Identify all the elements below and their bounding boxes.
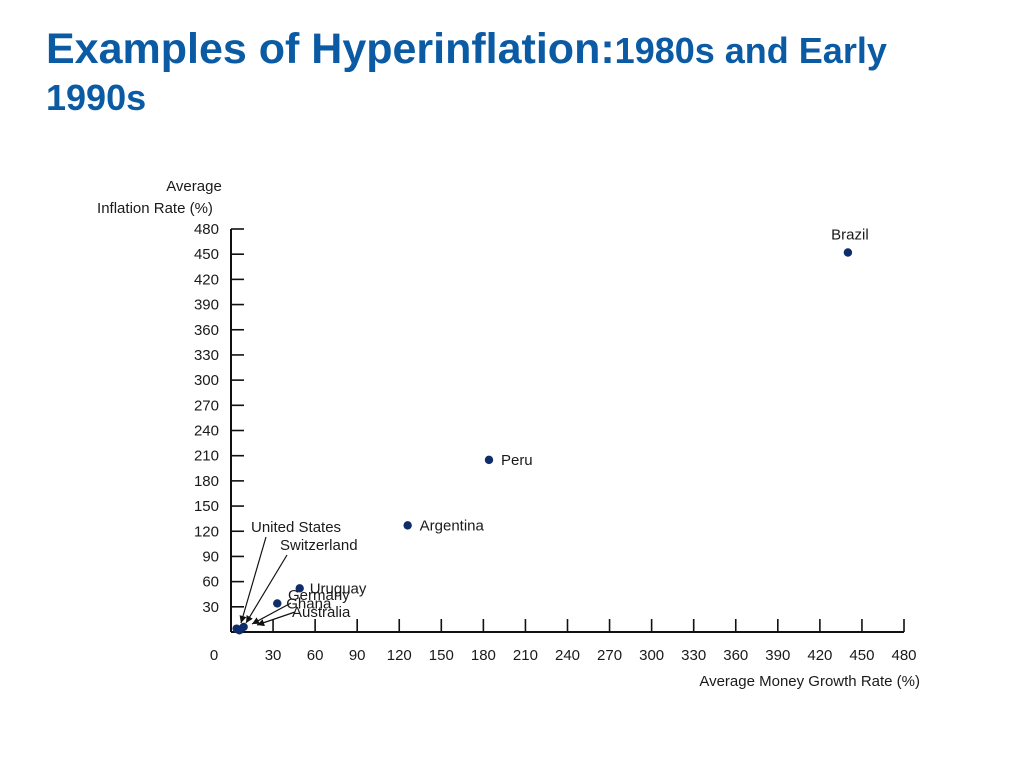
- y-tick-label: 450: [194, 246, 219, 263]
- tick-marks: [231, 228, 905, 632]
- y-tick-label: 210: [194, 448, 219, 465]
- data-point: [403, 521, 412, 530]
- data-point: [484, 455, 494, 465]
- data-point: [273, 599, 282, 608]
- x-tick-label: 30: [265, 647, 282, 664]
- point-label: Switzerland: [280, 537, 358, 554]
- x-axis-label: Average Money Growth Rate (%): [699, 673, 920, 690]
- x-tick-label: 240: [555, 647, 580, 664]
- x-tick-label: 450: [849, 647, 874, 664]
- y-tick-label: 180: [194, 473, 219, 490]
- point-label: Uruguay: [310, 580, 367, 597]
- leader-line: [239, 536, 267, 624]
- y-tick-label: 90: [202, 548, 219, 565]
- x-tick-label: 210: [513, 647, 538, 664]
- y-tick-label: 420: [194, 271, 219, 288]
- y-tick-label: 480: [194, 221, 219, 238]
- y-axis-label-line1: Average: [166, 178, 222, 195]
- x-tick-label: 360: [723, 647, 748, 664]
- y-tick-label: 330: [194, 347, 219, 364]
- y-tick-label: 150: [194, 498, 219, 515]
- axes: [230, 229, 904, 633]
- slide-title-sub: 1980s and Early 1990s: [46, 30, 887, 118]
- slide-title: Examples of Hyperinflation:1980s and Ear…: [46, 24, 966, 119]
- y-tick-label: 120: [194, 523, 219, 540]
- data-point: [843, 248, 853, 257]
- x-tick-label: 480: [891, 647, 916, 664]
- point-label: Ghana: [286, 595, 332, 612]
- x-tick-label: 330: [681, 647, 706, 664]
- x-tick-label: 120: [387, 647, 412, 664]
- point-label: Australia: [292, 604, 351, 621]
- y-tick-label: 360: [194, 322, 219, 339]
- x-tick-label: 60: [307, 647, 324, 664]
- y-tick-label: 60: [202, 574, 219, 591]
- point-label: United States: [251, 519, 341, 536]
- data-point: [295, 584, 304, 593]
- x-tick-label: 420: [807, 647, 832, 664]
- data-point: [239, 622, 248, 632]
- x-tick-label: 180: [471, 647, 496, 664]
- x-tick-label: 300: [639, 647, 664, 664]
- y-tick-label: 300: [194, 372, 219, 389]
- x-tick-label: 90: [349, 647, 366, 664]
- leader-line: [251, 602, 292, 625]
- y-tick-label: 270: [194, 397, 219, 414]
- y-tick-label: 30: [202, 599, 219, 616]
- tick-labels: 3060901201501802102402703003303603904204…: [194, 221, 917, 664]
- leader-line: [256, 611, 296, 627]
- point-label: Germany: [288, 587, 350, 604]
- y-tick-label: 240: [194, 423, 219, 440]
- origin-label: 0: [210, 647, 218, 664]
- x-tick-label: 390: [765, 647, 790, 664]
- slide-title-main: Examples of Hyperinflation:: [46, 25, 615, 73]
- point-label: Brazil: [831, 227, 869, 244]
- point-label: Peru: [501, 452, 533, 469]
- leader-line: [245, 554, 288, 624]
- point-label: Argentina: [420, 517, 485, 534]
- y-tick-label: 390: [194, 297, 219, 314]
- y-axis-label-line2: Inflation Rate (%): [97, 200, 213, 217]
- data-points: [232, 248, 853, 635]
- x-tick-label: 270: [597, 647, 622, 664]
- annotations: [239, 536, 296, 627]
- x-tick-label: 150: [429, 647, 454, 664]
